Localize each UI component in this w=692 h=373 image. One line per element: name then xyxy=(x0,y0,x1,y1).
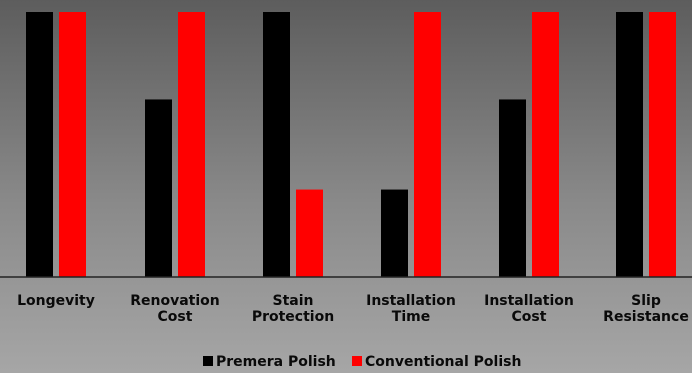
bar-premera-5 xyxy=(616,12,643,277)
bar-conventional-3 xyxy=(414,12,441,277)
legend: Premera Polish Conventional Polish xyxy=(203,354,521,370)
bar-premera-2 xyxy=(263,12,290,277)
legend-swatch-1 xyxy=(352,356,362,366)
bar-conventional-1 xyxy=(178,12,205,277)
x-tick-label-0-0: Longevity xyxy=(17,293,95,309)
bar-premera-4 xyxy=(499,99,526,277)
legend-label-1: Conventional Polish xyxy=(365,354,521,370)
bar-premera-3 xyxy=(381,189,408,277)
x-tick-label-5-0: Slip xyxy=(631,293,661,309)
legend-swatch-0 xyxy=(203,356,213,366)
bar-conventional-5 xyxy=(649,12,676,277)
x-tick-label-1-0: Renovation xyxy=(130,293,220,309)
bar-conventional-4 xyxy=(532,12,559,277)
x-tick-label-1-1: Cost xyxy=(158,309,193,325)
x-tick-label-4-0: Installation xyxy=(484,293,574,309)
bars-group xyxy=(26,12,676,277)
x-tick-label-2-0: Stain xyxy=(273,293,314,309)
x-tick-label-3-1: Time xyxy=(392,309,430,325)
bar-premera-1 xyxy=(145,99,172,277)
bar-conventional-2 xyxy=(296,189,323,277)
x-axis-labels: Longevity RenovationCostStainProtectionIn… xyxy=(17,293,689,325)
bar-premera-0 xyxy=(26,12,53,277)
legend-label-0: Premera Polish xyxy=(216,354,336,370)
x-tick-label-5-1: Resistance xyxy=(603,309,689,325)
x-tick-label-3-0: Installation xyxy=(366,293,456,309)
bar-conventional-0 xyxy=(59,12,86,277)
x-tick-label-2-1: Protection xyxy=(252,309,334,325)
x-tick-label-4-1: Cost xyxy=(512,309,547,325)
